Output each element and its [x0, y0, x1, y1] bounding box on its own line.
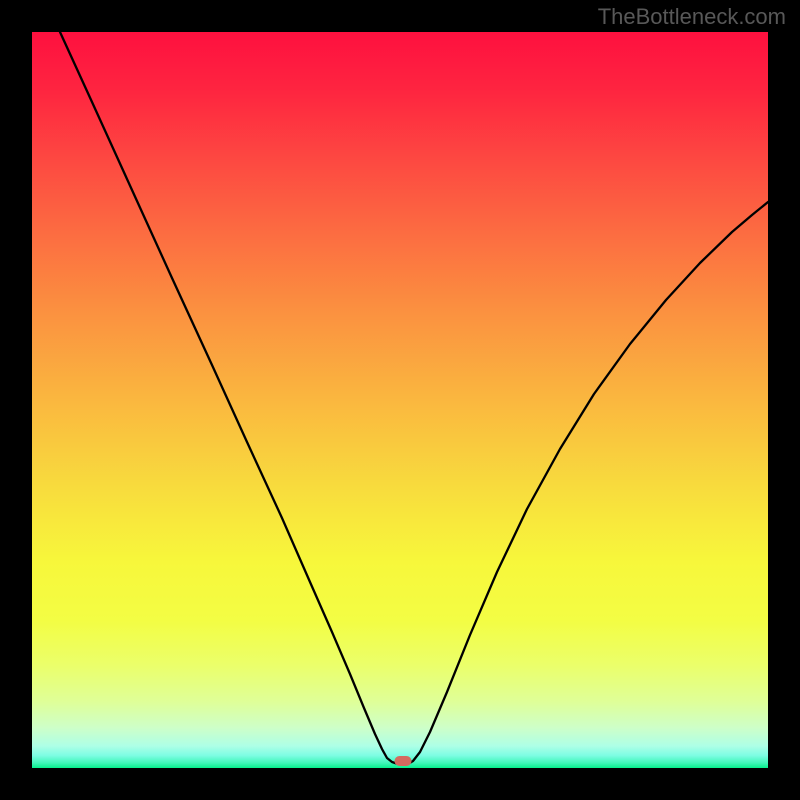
curve-right-branch [408, 202, 768, 764]
bottleneck-curve [32, 32, 768, 768]
plot-area [32, 32, 768, 768]
watermark-text: TheBottleneck.com [598, 4, 786, 30]
curve-left-branch [60, 32, 398, 764]
optimum-marker [395, 756, 412, 766]
chart-container: { "watermark": { "text": "TheBottleneck.… [0, 0, 800, 800]
